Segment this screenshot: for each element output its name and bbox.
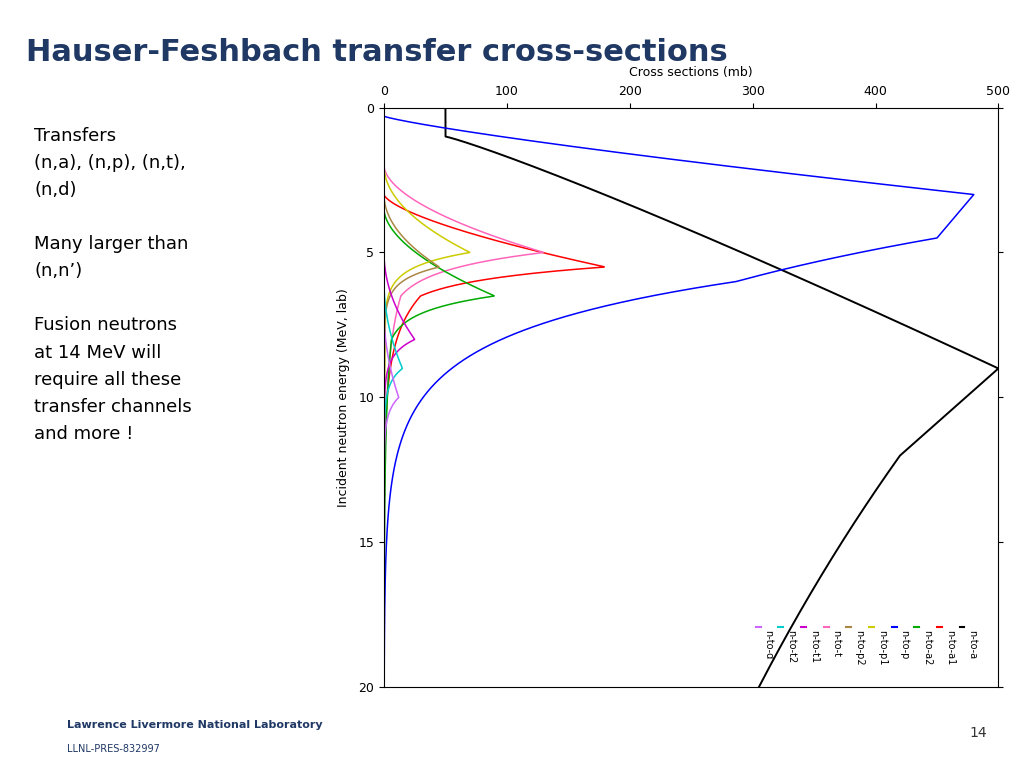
Text: 14: 14: [969, 727, 987, 740]
Y-axis label: Incident neutron energy (MeV, lab): Incident neutron energy (MeV, lab): [337, 288, 350, 507]
Text: Lawrence Livermore National Laboratory: Lawrence Livermore National Laboratory: [67, 720, 323, 730]
X-axis label: Cross sections (mb): Cross sections (mb): [630, 67, 753, 79]
Text: LLNL-PRES-832997: LLNL-PRES-832997: [67, 743, 160, 753]
Legend: n-to-d, n-to-t2, n-to-t1, n-to-t, n-to-p2, n-to-p1, n-to-p, n-to-a2, n-to-a1, n-: n-to-d, n-to-t2, n-to-t1, n-to-t, n-to-p…: [752, 593, 981, 636]
Text: Hauser-Feshbach transfer cross-sections: Hauser-Feshbach transfer cross-sections: [26, 38, 727, 68]
Text: Transfers
(n,a), (n,p), (n,t),
(n,d)

Many larger than
(n,n’)

Fusion neutrons
a: Transfers (n,a), (n,p), (n,t), (n,d) Man…: [35, 127, 193, 443]
